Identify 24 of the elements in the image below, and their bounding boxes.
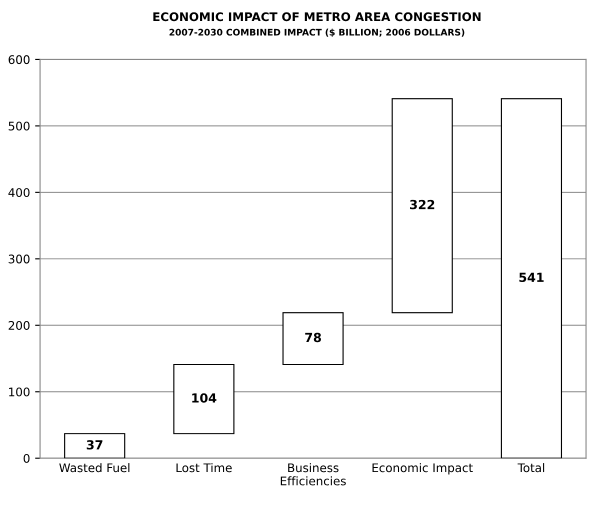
chart-title: ECONOMIC IMPACT OF METRO AREA CONGESTION (153, 12, 481, 22)
x-tick-label: Business Efficiencies (280, 463, 346, 486)
data-label: 78 (305, 332, 321, 342)
data-label: 37 (86, 440, 102, 450)
y-tick-label: 300 (8, 254, 30, 264)
bar (64, 433, 126, 458)
data-label: 541 (519, 272, 544, 282)
y-tick-label: 400 (8, 188, 30, 198)
x-tick-label: Lost Time (176, 463, 232, 472)
y-tick-label: 200 (8, 321, 30, 330)
bar (173, 364, 234, 434)
bar (500, 98, 562, 458)
x-tick-label: Economic Impact (372, 463, 473, 475)
x-tick-label: Wasted Fuel (59, 463, 130, 472)
data-label: 322 (410, 200, 434, 210)
y-tick-label: 100 (9, 387, 30, 396)
chart-subtitle: 2007-2030 COMBINED IMPACT ($ BILLION; 2006 DOLLARS) (170, 28, 464, 37)
y-tick-label: 600 (8, 55, 30, 64)
y-tick-label: 0 (24, 454, 30, 463)
y-tick-label: 500 (8, 122, 30, 131)
bar (282, 312, 344, 366)
bar (392, 98, 453, 314)
x-tick-label: Total (518, 463, 544, 472)
data-label: 104 (192, 393, 216, 403)
